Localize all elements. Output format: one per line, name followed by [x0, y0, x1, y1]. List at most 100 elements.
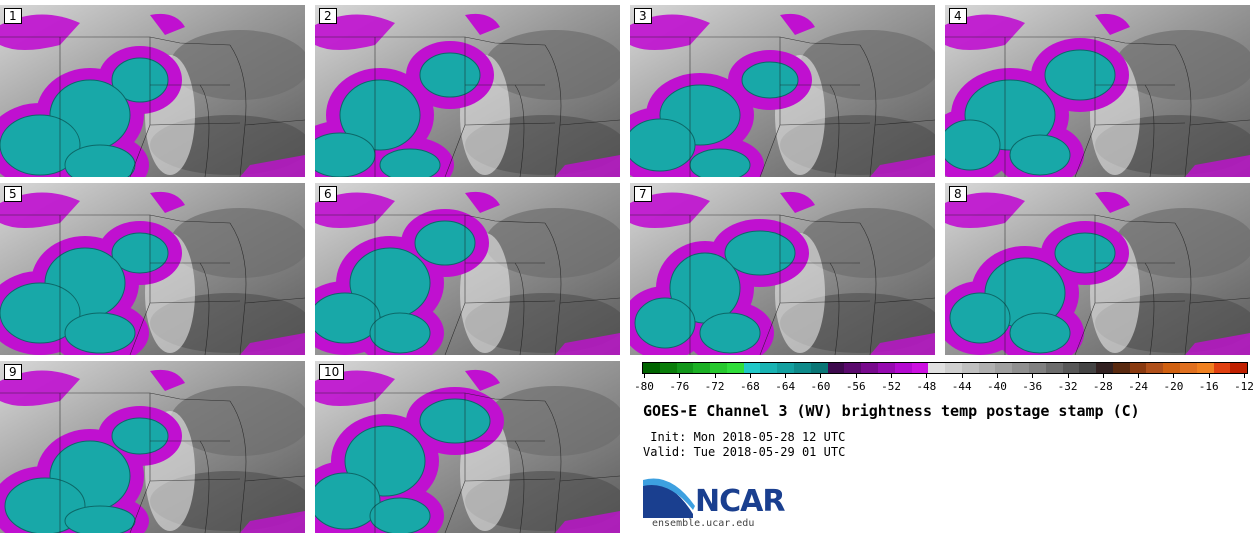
wv-map — [945, 5, 1250, 177]
panel-label: 6 — [319, 186, 337, 202]
colorbar-segment — [1079, 363, 1097, 373]
panel-label: 8 — [949, 186, 967, 202]
colorbar-tick — [996, 374, 998, 378]
site-url: ensemble.ucar.edu — [652, 518, 755, 529]
colorbar-tick-label: -68 — [739, 380, 760, 393]
ncar-logo: NCAR — [643, 476, 793, 528]
colorbar-segment — [827, 363, 845, 373]
colorbar-segment — [1196, 363, 1214, 373]
colorbar-segment — [693, 363, 711, 373]
colorbar-segment — [894, 363, 912, 373]
colorbar-segment — [861, 363, 878, 373]
colorbar-tick-label: -52 — [881, 380, 901, 393]
colorbar-tick — [820, 374, 822, 378]
ensemble-member-panel: 9 — [0, 361, 305, 533]
colorbar-segment — [961, 363, 979, 373]
colorbar-segment — [726, 363, 744, 373]
colorbar-segment — [928, 363, 946, 373]
colorbar-tick — [1173, 374, 1175, 378]
colorbar-segment — [978, 363, 996, 373]
panel-label: 1 — [4, 8, 22, 24]
panel-label: 10 — [319, 364, 345, 380]
colorbar-tick-label: -76 — [669, 380, 690, 393]
colorbar-segment — [777, 363, 795, 373]
colorbar-tick — [891, 374, 893, 378]
panel-label: 4 — [949, 8, 967, 24]
colorbar-tick-label: -28 — [1092, 380, 1113, 393]
colorbar-tick-label: -32 — [1057, 380, 1078, 393]
panel-label: 3 — [634, 8, 652, 24]
colorbar-segment — [1180, 363, 1197, 373]
colorbar-tick-label: -24 — [1128, 380, 1149, 393]
colorbar-segment — [710, 363, 727, 373]
ncar-wordmark: NCAR — [695, 484, 785, 519]
colorbar-tick — [1102, 374, 1104, 378]
colorbar-ticks: -80 -76 -72 -68 -64 -60 -56 -52 -48 -44 -40 -36 -32 -… — [634, 374, 1254, 398]
colorbar — [642, 362, 1248, 374]
colorbar-tick — [749, 374, 751, 378]
colorbar-tick-label: -48 — [916, 380, 937, 393]
wv-map — [0, 183, 305, 355]
colorbar-segment — [1112, 363, 1130, 373]
wv-map — [630, 5, 935, 177]
colorbar-tick — [926, 374, 928, 378]
ensemble-member-panel: 5 — [0, 183, 305, 355]
time-info: Init: Mon 2018-05-28 12 UTC Valid: Tue 2… — [643, 430, 845, 460]
colorbar-segment — [810, 363, 828, 373]
colorbar-segment — [1028, 363, 1046, 373]
colorbar-tick-label: -40 — [987, 380, 1007, 393]
ensemble-member-panel: 7 — [630, 183, 935, 355]
colorbar-segment — [743, 363, 761, 373]
colorbar-tick — [1208, 374, 1210, 378]
ensemble-member-panel: 10 — [315, 361, 620, 533]
ensemble-member-panel: 8 — [945, 183, 1250, 355]
colorbar-tick-label: -16 — [1198, 380, 1219, 393]
colorbar-segment — [877, 363, 895, 373]
colorbar-segment — [676, 363, 694, 373]
colorbar-segment — [1129, 363, 1147, 373]
colorbar-segment — [1213, 363, 1231, 373]
panel-label: 7 — [634, 186, 652, 202]
valid-time: Valid: Tue 2018-05-29 01 UTC — [643, 445, 846, 459]
colorbar-tick — [1032, 374, 1034, 378]
ensemble-member-panel: 6 — [315, 183, 620, 355]
colorbar-segment — [1163, 363, 1180, 373]
colorbar-segment — [1012, 363, 1029, 373]
colorbar-tick — [855, 374, 857, 378]
colorbar-segment — [659, 363, 677, 373]
panel-label: 2 — [319, 8, 337, 24]
colorbar-tick-label: -60 — [810, 380, 831, 393]
colorbar-tick — [785, 374, 787, 378]
colorbar-tick-label: -56 — [845, 380, 866, 393]
wv-map — [315, 5, 620, 177]
chart-title: GOES-E Channel 3 (WV) brightness temp po… — [643, 402, 1140, 420]
ncar-swoosh-icon — [643, 478, 695, 518]
colorbar-tick — [961, 374, 963, 378]
colorbar-segment — [1096, 363, 1113, 373]
colorbar-segment — [911, 363, 929, 373]
wv-map — [315, 361, 620, 533]
colorbar-tick — [1138, 374, 1140, 378]
colorbar-tick-label: -36 — [1022, 380, 1043, 393]
colorbar-segment — [794, 363, 811, 373]
ensemble-member-panel: 2 — [315, 5, 620, 177]
colorbar-tick-label: -64 — [775, 380, 796, 393]
colorbar-segment — [1230, 363, 1248, 373]
colorbar-tick-label: -80 — [634, 380, 654, 393]
wv-map — [0, 5, 305, 177]
colorbar-tick-label: -20 — [1163, 380, 1184, 393]
colorbar-tick — [1067, 374, 1069, 378]
colorbar-tick — [679, 374, 681, 378]
colorbar-segment — [643, 363, 660, 373]
colorbar-segment — [1062, 363, 1080, 373]
init-time: Init: Mon 2018-05-28 12 UTC — [643, 430, 846, 444]
colorbar-tick — [714, 374, 716, 378]
wv-map — [945, 183, 1250, 355]
colorbar-segment — [760, 363, 778, 373]
ensemble-member-panel: 1 — [0, 5, 305, 177]
colorbar-tick — [644, 374, 645, 378]
colorbar-segment — [844, 363, 862, 373]
panel-label: 9 — [4, 364, 22, 380]
colorbar-segment — [1045, 363, 1063, 373]
colorbar-tick-label: -72 — [704, 380, 725, 393]
